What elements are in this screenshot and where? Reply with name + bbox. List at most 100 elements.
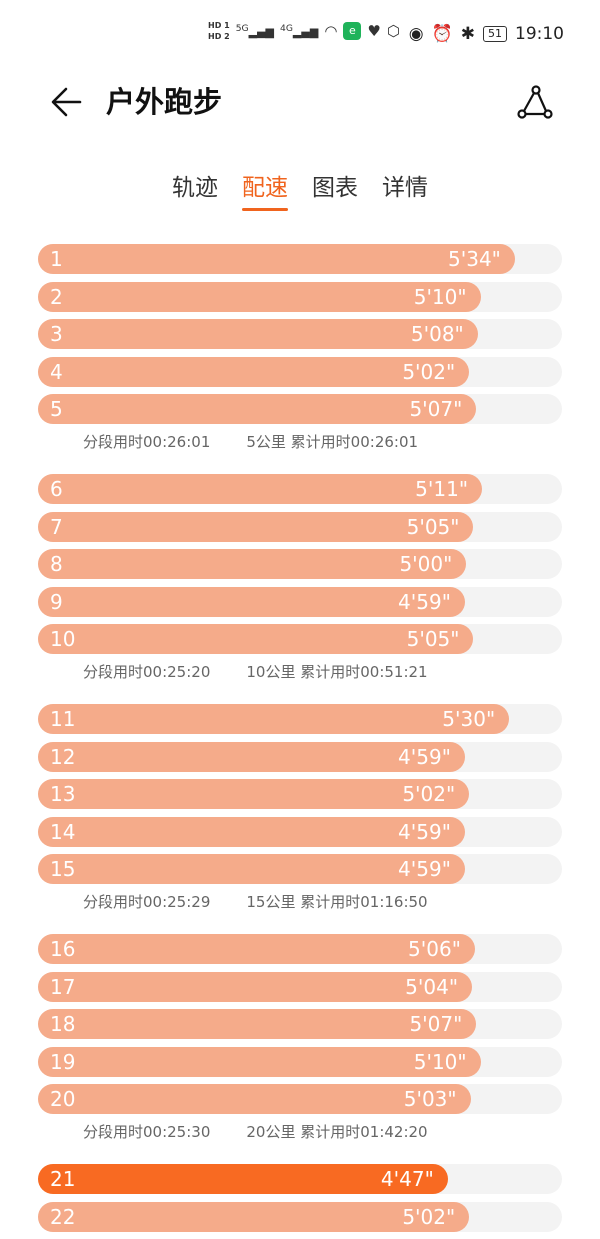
- alarm-icon: ⏰: [431, 24, 453, 44]
- split-km: 11: [50, 707, 76, 731]
- split-km: 9: [50, 589, 63, 614]
- pace-bar: 7 5'05": [38, 511, 474, 542]
- pace-bar: 6 5'11": [38, 474, 483, 504]
- clock: 19:10: [515, 24, 564, 44]
- split-row[interactable]: 16 5'06": [38, 934, 562, 964]
- split-pace: 5'10": [413, 284, 467, 309]
- tab-bar: 轨迹 配速 图表 详情: [0, 170, 600, 211]
- split-pace: 4'59": [398, 744, 451, 769]
- split-row[interactable]: 22 5'02": [38, 1201, 562, 1232]
- split-summary: 分段用时00:26:01 5公里 累计用时00:26:01: [38, 429, 562, 472]
- split-pace: 5'10": [413, 1049, 467, 1074]
- pace-bar: 9 4'59": [38, 586, 465, 617]
- split-km: 18: [50, 1012, 76, 1036]
- status-right: ◉ ⏰ ✱ 51 19:10: [409, 24, 564, 44]
- tab-details[interactable]: 详情: [382, 175, 428, 201]
- cumulative-time: 5公里 累计用时00:26:01: [246, 432, 419, 451]
- bluetooth-icon: ✱: [460, 24, 475, 44]
- net2-label: 4G: [280, 23, 293, 35]
- split-row[interactable]: 10 5'05": [38, 624, 562, 654]
- split-km: 8: [50, 552, 63, 576]
- signal-icon: 5G▂▄▆: [235, 23, 274, 39]
- pace-bar: 2 5'10": [38, 281, 481, 312]
- pace-list[interactable]: 1 5'34" 2 5'10" 3 5'08" 4 5'02" 5 5'07" 分段用时00:26:…: [38, 244, 562, 1239]
- split-row[interactable]: 14 4'59": [38, 816, 562, 847]
- split-row[interactable]: 2 5'10": [38, 281, 562, 312]
- heart-icon: ♥: [367, 22, 381, 40]
- split-km: 13: [50, 782, 76, 806]
- split-km: 3: [50, 322, 63, 346]
- sim2-icon: HD 2: [208, 32, 230, 41]
- split-row[interactable]: 19 5'10": [38, 1046, 562, 1077]
- split-pace: 5'04": [405, 974, 459, 999]
- pace-bar: 11 5'30": [38, 704, 510, 734]
- segment-time: 分段用时00:26:01: [83, 432, 211, 451]
- pace-bar: 18 5'07": [38, 1009, 477, 1039]
- pace-bar: 4 5'02": [38, 356, 470, 387]
- tab-charts[interactable]: 图表: [312, 175, 358, 201]
- split-km: 17: [50, 974, 76, 999]
- app-icon: e: [343, 22, 362, 40]
- hand-icon: ⬡: [386, 22, 400, 40]
- split-km: 15: [50, 857, 76, 881]
- split-pace: 5'11": [415, 477, 469, 501]
- tab-track[interactable]: 轨迹: [172, 175, 218, 201]
- split-km: 20: [50, 1087, 76, 1111]
- sim1-icon: HD 1: [208, 21, 230, 30]
- split-row[interactable]: 18 5'07": [38, 1009, 562, 1039]
- split-row[interactable]: 7 5'05": [38, 511, 562, 542]
- split-pace: 5'02": [402, 1204, 456, 1229]
- split-pace: 4'59": [398, 857, 451, 881]
- eye-icon: ◉: [408, 24, 424, 44]
- split-pace: 5'08": [410, 322, 464, 346]
- split-km: 1: [50, 247, 63, 271]
- split-summary: 分段用时00:25:20 10公里 累计用时00:51:21: [38, 659, 562, 702]
- split-km: 21: [50, 1167, 76, 1191]
- split-row[interactable]: 12 4'59": [38, 741, 562, 772]
- split-km: 22: [50, 1204, 76, 1229]
- split-km: 4: [50, 359, 63, 384]
- cumulative-time: 10公里 累计用时00:51:21: [246, 662, 428, 681]
- split-pace: 5'03": [403, 1087, 457, 1111]
- split-km: 14: [50, 819, 76, 844]
- split-km: 19: [50, 1049, 76, 1074]
- wifi-icon: ◠: [324, 22, 338, 40]
- split-km: 12: [50, 744, 76, 769]
- split-row[interactable]: 3 5'08": [38, 319, 562, 349]
- pace-bar: 19 5'10": [38, 1046, 481, 1077]
- route-icon[interactable]: [514, 82, 554, 122]
- split-row[interactable]: 15 4'59": [38, 854, 562, 884]
- segment-time: 分段用时00:25:29: [83, 892, 211, 911]
- split-row[interactable]: 20 5'03": [38, 1084, 562, 1114]
- pace-bar: 1 5'34": [38, 244, 515, 274]
- pace-bar: 21 4'47": [38, 1164, 448, 1194]
- sim-indicators: HD 1 HD 2: [208, 20, 230, 42]
- split-row[interactable]: 21 4'47": [38, 1164, 562, 1194]
- cumulative-time: 15公里 累计用时01:16:50: [246, 892, 428, 911]
- split-pace: 4'59": [398, 589, 451, 614]
- split-row[interactable]: 13 5'02": [38, 779, 562, 809]
- pace-bar: 3 5'08": [38, 319, 478, 349]
- tab-pace[interactable]: 配速: [242, 170, 288, 211]
- split-row[interactable]: 8 5'00": [38, 549, 562, 579]
- split-pace: 5'05": [406, 514, 460, 539]
- split-row[interactable]: 4 5'02": [38, 356, 562, 387]
- split-summary: 分段用时00:25:29 15公里 累计用时01:16:50: [38, 889, 562, 932]
- cumulative-time: 20公里 累计用时01:42:20: [246, 1122, 428, 1141]
- split-pace: 5'07": [409, 397, 463, 421]
- split-pace: 5'05": [406, 627, 460, 651]
- split-row[interactable]: 11 5'30": [38, 704, 562, 734]
- split-row[interactable]: 1 5'34": [38, 244, 562, 274]
- battery-icon: 51: [483, 26, 507, 42]
- pace-bar: 15 4'59": [38, 854, 465, 884]
- signal-icon: 4G▂▄▆: [280, 23, 319, 39]
- split-km: 5: [50, 397, 63, 421]
- pace-bar: 14 4'59": [38, 816, 465, 847]
- split-pace: 4'47": [380, 1167, 434, 1191]
- split-row[interactable]: 5 5'07": [38, 394, 562, 424]
- arrow-left-icon[interactable]: [50, 82, 84, 131]
- split-pace: 5'00": [399, 552, 453, 576]
- split-row[interactable]: 6 5'11": [38, 474, 562, 504]
- split-row[interactable]: 9 4'59": [38, 586, 562, 617]
- split-row[interactable]: 17 5'04": [38, 971, 562, 1002]
